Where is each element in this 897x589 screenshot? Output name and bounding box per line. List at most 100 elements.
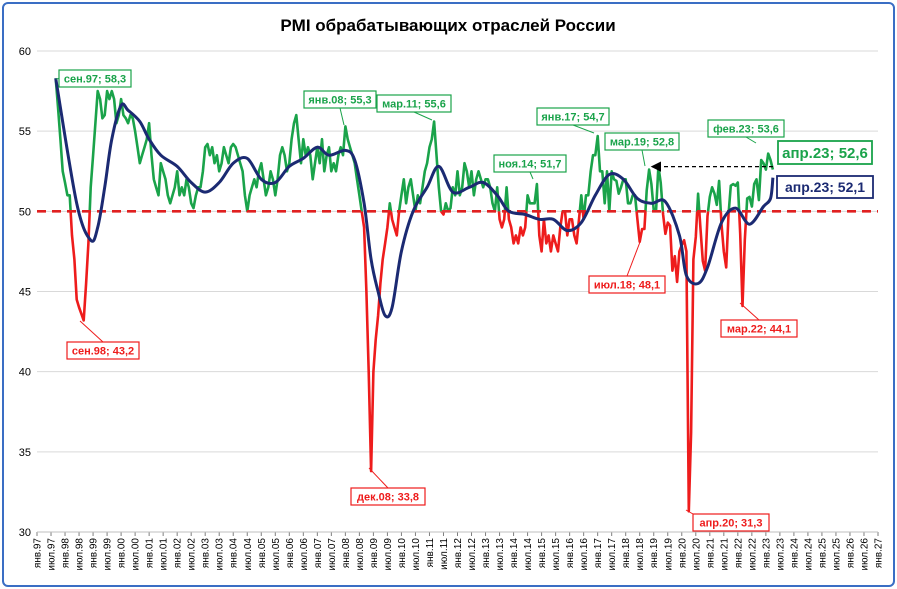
x-tick-label: июл.98 xyxy=(75,538,86,571)
x-tick-label: янв.12 xyxy=(453,538,464,569)
annotation-label: мар.22; 44,1 xyxy=(727,323,791,335)
y-tick-label: 35 xyxy=(19,447,31,459)
y-tick-label: 45 xyxy=(19,287,31,299)
x-tick-label: янв.14 xyxy=(509,538,520,569)
annotation-8: июл.18; 48,1 xyxy=(588,241,666,294)
x-tick-label: янв.25 xyxy=(817,538,828,569)
x-tick-label: янв.21 xyxy=(705,538,716,569)
annotation-13: апр.23; 52,1 xyxy=(776,175,874,199)
annotation-box xyxy=(66,341,140,360)
x-tick-label: июл.07 xyxy=(327,538,338,571)
x-tick-label: янв.15 xyxy=(537,538,548,569)
x-tick-label: янв.11 xyxy=(425,538,436,568)
annotation-box xyxy=(536,107,610,126)
x-tick-label: янв.98 xyxy=(61,538,72,569)
annotation-leader xyxy=(572,124,595,134)
annotation-leader xyxy=(685,509,694,515)
annotation-label: фев.23; 53,6 xyxy=(713,123,779,135)
annotation-box xyxy=(58,69,132,88)
x-tick-label: янв.04 xyxy=(229,538,240,569)
x-tick-label: июл.21 xyxy=(719,538,730,571)
x-tick-label: июл.97 xyxy=(47,538,58,571)
annotation-label: сен.97; 58,3 xyxy=(64,73,126,85)
annotation-box xyxy=(692,513,770,532)
annotation-box xyxy=(493,154,567,173)
x-tick-label: июл.09 xyxy=(383,538,394,571)
x-tick-label: янв.24 xyxy=(789,538,800,569)
x-tick-label: июл.18 xyxy=(635,538,646,571)
annotation-label: мар.19; 52,8 xyxy=(610,136,674,148)
annotation-label: янв.17; 54,7 xyxy=(541,111,604,123)
annotation-11: апр.20; 31,3 xyxy=(685,509,770,532)
x-tick-label: янв.09 xyxy=(369,538,380,569)
x-tick-label: янв.27 xyxy=(874,538,885,569)
annotation-9: фев.23; 53,6 xyxy=(707,119,785,144)
x-tick-label: июл.04 xyxy=(243,538,254,571)
x-tick-label: янв.00 xyxy=(117,538,128,569)
annotation-leader xyxy=(641,149,646,167)
x-tick-label: янв.22 xyxy=(733,538,744,569)
annotation-box xyxy=(376,94,452,113)
x-tick-label: янв.17 xyxy=(593,538,604,569)
annotation-box xyxy=(777,140,873,165)
annotation-5: ноя.14; 51,7 xyxy=(493,154,567,180)
x-tick-label: июл.12 xyxy=(467,538,478,571)
x-tick-label: июл.14 xyxy=(523,538,534,571)
x-tick-label: июл.13 xyxy=(495,538,506,571)
x-tick-label: янв.16 xyxy=(565,538,576,569)
x-tick-label: янв.01 xyxy=(145,538,156,569)
annotation-label: мар.11; 55,6 xyxy=(382,98,446,110)
grid xyxy=(37,50,878,453)
annotation-leader xyxy=(745,136,757,144)
annotation-box xyxy=(303,90,377,109)
annotation-label: июл.18; 48,1 xyxy=(594,279,660,291)
annotation-3: мар.11; 55,6 xyxy=(376,94,452,121)
y-tick-label: 55 xyxy=(19,126,31,138)
x-tick-label: июл.16 xyxy=(579,538,590,571)
x-tick-label: янв.10 xyxy=(397,538,408,569)
annotation-leader xyxy=(368,467,389,489)
annotation-leader xyxy=(79,320,104,343)
annotation-1: сен.98; 43,2 xyxy=(66,320,140,360)
x-tick-label: янв.06 xyxy=(285,538,296,569)
y-tick-label: 60 xyxy=(19,46,31,58)
annotation-box xyxy=(588,275,666,294)
x-tick-label: июл.10 xyxy=(411,538,422,571)
x-tick-label: янв.02 xyxy=(173,538,184,569)
x-tick-label: июл.00 xyxy=(131,538,142,571)
x-tick-label: янв.03 xyxy=(201,538,212,569)
x-tick-label: июл.25 xyxy=(831,538,842,571)
pmi-line-above-50 xyxy=(54,78,775,212)
x-tick-label: янв.18 xyxy=(621,538,632,569)
annotation-box xyxy=(720,319,798,338)
annotation-label: сен.98; 43,2 xyxy=(72,345,134,357)
x-tick-label: июл.08 xyxy=(355,538,366,571)
annotation-box xyxy=(604,132,680,151)
x-tick-label: июл.15 xyxy=(551,538,562,571)
annotation-10: мар.22; 44,1 xyxy=(720,302,798,338)
x-tick-label: янв.08 xyxy=(341,538,352,569)
x-tick-label: янв.07 xyxy=(313,538,324,569)
annotations: сен.97; 58,3 сен.98; 43,2 янв.08; 55,3 мар.… xyxy=(55,69,874,532)
annotation-4: дек.08; 33,8 xyxy=(350,467,426,506)
x-tick-label: июл.03 xyxy=(215,538,226,571)
x-tick-label: янв.97 xyxy=(33,538,44,569)
annotation-2: янв.08; 55,3 xyxy=(303,90,377,126)
annotation-leader xyxy=(739,302,760,321)
annotation-label: янв.08; 55,3 xyxy=(308,94,371,106)
annotation-box xyxy=(350,487,426,506)
x-tick-label: июл.20 xyxy=(691,538,702,571)
annotation-leader xyxy=(626,241,641,277)
x-tick-label: июл.22 xyxy=(747,538,758,571)
annotation-6: янв.17; 54,7 xyxy=(536,107,610,134)
y-tick-label: 30 xyxy=(19,527,31,539)
x-tick-label: июл.06 xyxy=(299,538,310,571)
x-tick-label: янв.13 xyxy=(481,538,492,569)
annotation-leader xyxy=(413,111,433,121)
x-tick-label: июл.23 xyxy=(775,538,786,571)
x-tick-label: июл.11 xyxy=(439,538,450,570)
annotation-box xyxy=(776,175,874,199)
y-tick-label: 40 xyxy=(19,367,31,379)
x-tick-label: июл.26 xyxy=(859,538,870,571)
annotation-label: апр.23; 52,6 xyxy=(782,145,868,162)
